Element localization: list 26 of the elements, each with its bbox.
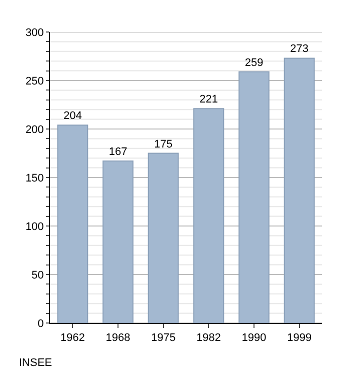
data-label: 167 <box>108 146 128 158</box>
data-label: 221 <box>199 94 218 106</box>
text: INSEE <box>19 357 52 369</box>
x-tick-label: 1999 <box>287 332 312 344</box>
y-tick-label: 250 <box>25 75 44 88</box>
x-tick-label: 1968 <box>106 332 130 344</box>
x-tick-label: 1975 <box>151 332 176 344</box>
x-tick-label: 1962 <box>60 332 85 344</box>
bar <box>238 71 270 323</box>
bar <box>193 108 224 323</box>
y-tick-label: 200 <box>25 124 44 136</box>
bar <box>57 124 88 323</box>
bar <box>102 160 134 323</box>
y-tick-label: 0 <box>38 318 44 330</box>
data-label: 273 <box>290 43 309 56</box>
bar <box>284 58 315 323</box>
bar <box>148 152 179 323</box>
x-tick-label: 1990 <box>242 332 266 344</box>
y-tick-label: 300 <box>25 26 44 39</box>
data-label: 259 <box>244 56 264 69</box>
x-tick-label: 1982 <box>196 332 221 344</box>
y-tick-label: 100 <box>25 220 44 233</box>
y-tick-label: 50 <box>32 269 44 282</box>
y-tick-label: 150 <box>25 172 44 184</box>
data-label: 175 <box>154 138 173 150</box>
data-label: 204 <box>63 110 82 122</box>
